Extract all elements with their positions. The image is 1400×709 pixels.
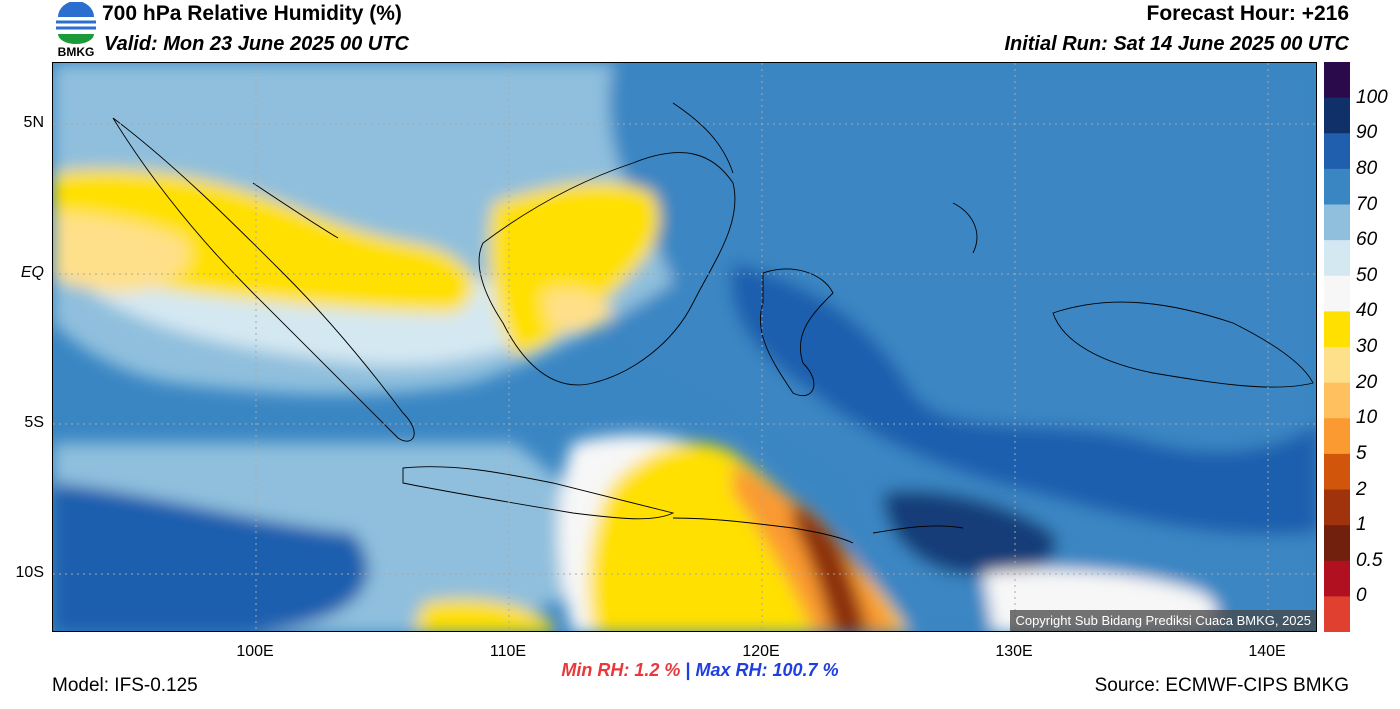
- java-coast: [402, 466, 675, 520]
- bmkg-logo: [56, 2, 96, 44]
- colorbar-segment: [1324, 311, 1350, 348]
- chart-title: 700 hPa Relative Humidity (%): [102, 2, 402, 25]
- colorbar-segment: [1324, 275, 1350, 312]
- colorbar-label: 80: [1356, 157, 1378, 179]
- colorbar-segment: [1324, 596, 1350, 632]
- dry-zone-borneo: [489, 182, 660, 355]
- colorbar-segment: [1324, 240, 1350, 277]
- colorbar-label: 2: [1356, 478, 1367, 500]
- colorbar-segment: [1324, 97, 1350, 134]
- humid-zone-southwest: [53, 483, 369, 631]
- malay-peninsula-coast: [252, 182, 339, 239]
- initial-run: Initial Run: Sat 14 June 2025 00 UTC: [1004, 33, 1349, 55]
- colorbar-label: 70: [1356, 193, 1378, 215]
- lon-label-100e: 100E: [236, 643, 274, 660]
- halmahera-coast: [952, 202, 978, 254]
- colorbar-segment: [1324, 525, 1350, 562]
- min-rh: Min RH: 1.2 %: [561, 660, 681, 680]
- stats-separator: |: [685, 660, 691, 680]
- colorbar-label: 10: [1356, 407, 1378, 429]
- valid-time: Valid: Mon 23 June 2025 00 UTC: [104, 33, 409, 55]
- colorbar-label: 5: [1356, 442, 1367, 464]
- colorbar-label: 1: [1356, 514, 1367, 536]
- logo-globe-bottom: [58, 34, 94, 44]
- map-canvas: [53, 63, 1316, 631]
- lat-label-10s: 10S: [15, 564, 44, 581]
- borneo-coast: [478, 152, 736, 386]
- new-guinea-coast: [1052, 301, 1314, 388]
- saturated-core: [883, 490, 1057, 576]
- lat-label-5s: 5S: [24, 414, 44, 431]
- grid-lines: [53, 63, 1316, 631]
- lat-label-eq: EQ: [20, 264, 44, 281]
- sulawesi-coast: [759, 268, 834, 397]
- colorbar-segment: [1324, 489, 1350, 526]
- colorbar-label: 50: [1356, 264, 1378, 286]
- colorbar: [1324, 62, 1350, 632]
- lon-label-130e: 130E: [995, 643, 1033, 660]
- lon-label-140e: 140E: [1248, 643, 1286, 660]
- very-dry-zone-borneo: [543, 289, 613, 333]
- extremely-dry-core: [793, 503, 868, 631]
- colorbar-label: 60: [1356, 229, 1378, 251]
- colorbar-segment: [1324, 382, 1350, 419]
- coastlines: [112, 102, 1314, 544]
- lon-label-110e: 110E: [489, 643, 527, 660]
- colorbar-label: 0.5: [1356, 549, 1383, 571]
- max-rh: Max RH: 100.7 %: [695, 660, 839, 680]
- lon-label-120e: 120E: [742, 643, 780, 660]
- colorbar-segment: [1324, 347, 1350, 384]
- lat-label-5n: 5N: [23, 114, 44, 131]
- colorbar-label: 40: [1356, 300, 1378, 322]
- colorbar-segment: [1324, 168, 1350, 205]
- colorbar-segment: [1324, 204, 1350, 241]
- rh-stats: Min RH: 1.2 % | Max RH: 100.7 %: [0, 660, 1400, 681]
- logo-label: BMKG: [57, 45, 95, 59]
- colorbar-segment: [1324, 418, 1350, 455]
- colorbar-label: 0: [1356, 585, 1367, 607]
- colorbar-segment: [1324, 133, 1350, 170]
- very-humid-band: [731, 263, 1316, 535]
- colorbar-label: 90: [1356, 122, 1378, 144]
- model-label: Model: IFS-0.125: [52, 675, 198, 696]
- very-dry-zone-west: [53, 213, 190, 293]
- colorbar-label: 30: [1356, 336, 1378, 357]
- logo-globe-top: [58, 2, 94, 17]
- timor-coast: [872, 525, 964, 534]
- philippines-coast: [672, 102, 734, 174]
- colorbar-segment: [1324, 453, 1350, 490]
- colorbar-label: 100: [1356, 86, 1388, 108]
- lesser-sunda-coast: [672, 517, 854, 544]
- colorbar-label: 20: [1356, 371, 1378, 393]
- copyright-notice: Copyright Sub Bidang Prediksi Cuaca BMKG…: [1010, 610, 1316, 631]
- colorbar-segment: [1324, 62, 1350, 99]
- colorbar-segment: [1324, 560, 1350, 597]
- source-label: Source: ECMWF-CIPS BMKG: [1094, 675, 1349, 696]
- dry-zone-south-sea: [413, 599, 553, 631]
- humidity-map: [52, 62, 1317, 632]
- forecast-hour: Forecast Hour: +216: [1146, 2, 1350, 25]
- sumatra-coast: [112, 117, 415, 442]
